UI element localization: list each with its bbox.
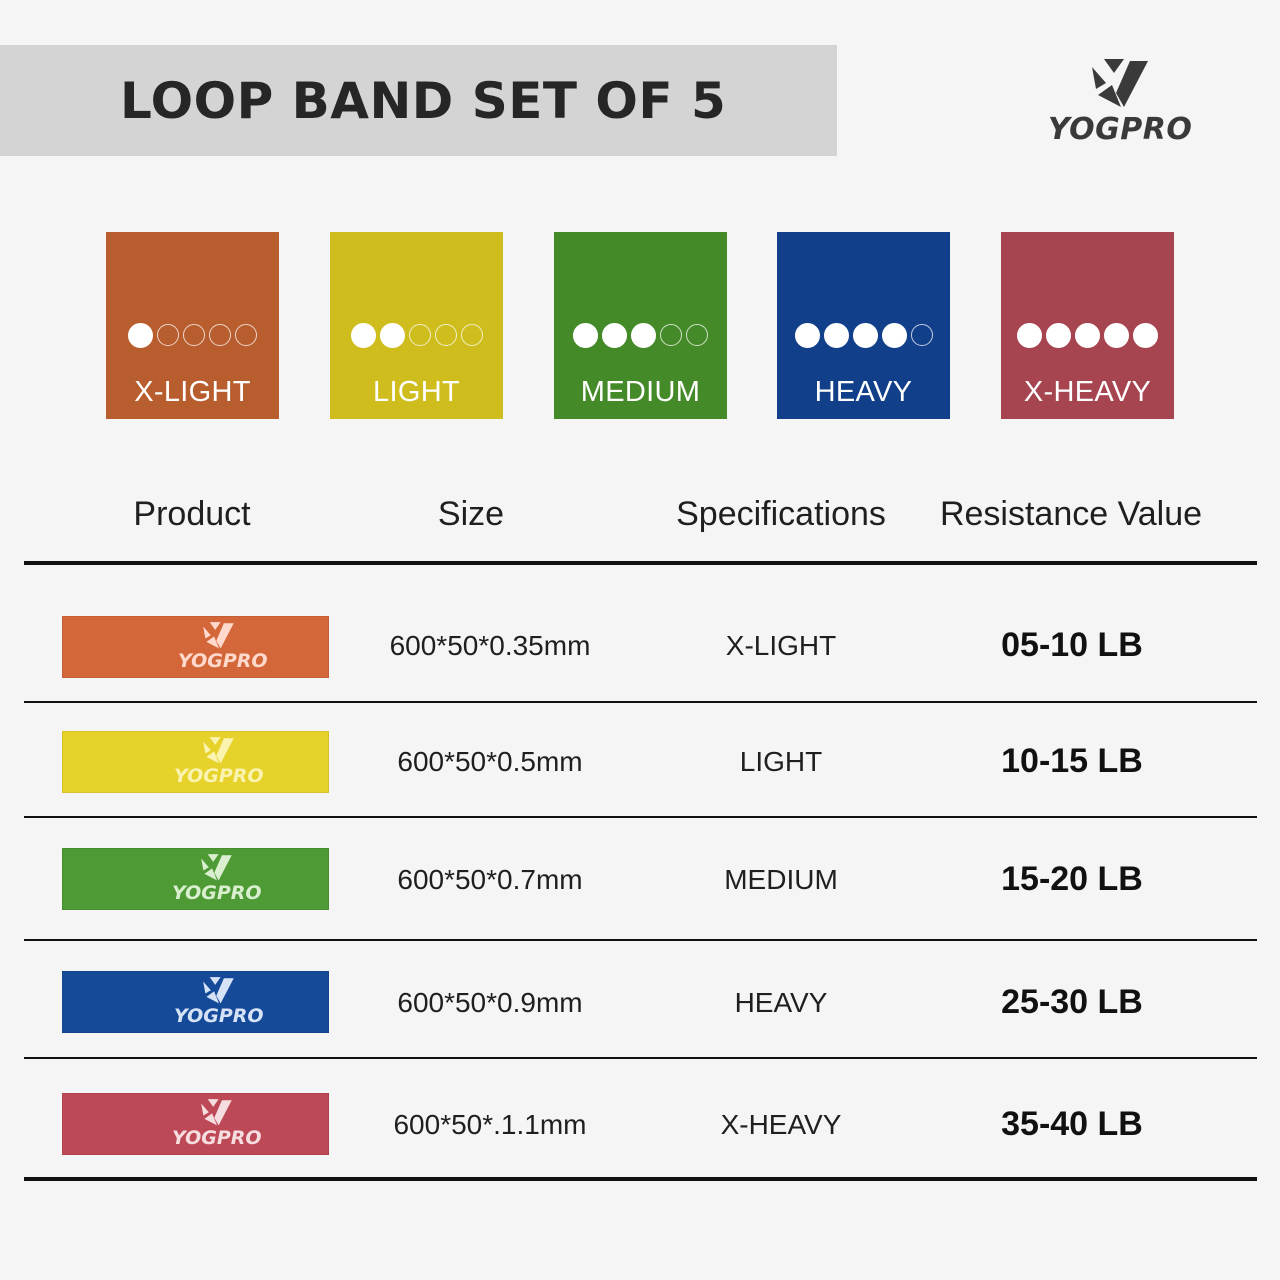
empty-dot-icon xyxy=(460,324,483,346)
swatch-x-heavy: X-HEAVY xyxy=(1001,232,1174,419)
empty-dot-icon xyxy=(910,324,933,346)
empty-dot-icon xyxy=(183,324,205,346)
brand-logo: YOGPRO xyxy=(1040,50,1210,150)
swatch-x-light: X-LIGHT xyxy=(106,232,279,419)
filled-dot-icon xyxy=(794,323,820,348)
filled-dot-icon xyxy=(573,323,598,348)
band-image: YOGPRO xyxy=(62,848,329,910)
swatch-medium: MEDIUM xyxy=(554,232,727,419)
empty-dot-icon xyxy=(209,324,231,346)
resistance-level-dots xyxy=(106,323,279,352)
column-header-product: Product xyxy=(133,495,251,533)
table-row: YOGPRO 600*50*0.35mm X-LIGHT 05-10 LB xyxy=(0,602,1280,692)
swatch-label: MEDIUM xyxy=(580,376,701,408)
title-banner xyxy=(0,45,837,156)
row-divider xyxy=(24,1057,1257,1059)
table-row: YOGPRO 600*50*0.5mm LIGHT 10-15 LB xyxy=(0,718,1280,808)
row-divider xyxy=(24,816,1257,818)
band-brand-text: YOGPRO xyxy=(174,765,264,787)
filled-dot-icon xyxy=(881,323,907,348)
band-image: YOGPRO xyxy=(62,616,329,678)
cell-specification: X-HEAVY xyxy=(720,1109,842,1140)
table-row: YOGPRO 600*50*.1.1mm X-HEAVY 35-40 LB xyxy=(0,1079,1280,1169)
cell-size: 600*50*0.35mm xyxy=(389,630,591,661)
column-header-size: Size xyxy=(437,495,505,533)
cell-specification: X-LIGHT xyxy=(725,630,837,661)
resistance-swatches: X-LIGHT LIGHT MEDIUM HEAVY X-HEAVY xyxy=(106,232,1176,420)
yogpro-logo-icon xyxy=(203,622,234,649)
cell-resistance: 05-10 LB xyxy=(1001,626,1143,664)
band-image: YOGPRO xyxy=(62,971,329,1033)
resistance-level-dots xyxy=(330,323,503,352)
yogpro-logo-icon xyxy=(1092,59,1148,107)
cell-size: 600*50*.1.1mm xyxy=(393,1109,587,1140)
filled-dot-icon xyxy=(1046,323,1071,348)
table-bottom-rule xyxy=(24,1177,1257,1181)
empty-dot-icon xyxy=(434,324,457,346)
band-brand-text: YOGPRO xyxy=(178,650,268,672)
empty-dot-icon xyxy=(660,324,682,346)
filled-dot-icon xyxy=(1075,323,1100,348)
cell-resistance: 10-15 LB xyxy=(1001,742,1143,780)
filled-dot-icon xyxy=(631,323,656,348)
table-row: YOGPRO 600*50*0.7mm MEDIUM 15-20 LB xyxy=(0,834,1280,924)
filled-dot-icon xyxy=(128,323,153,348)
header-divider xyxy=(24,561,1257,565)
band-brand-text: YOGPRO xyxy=(172,1127,262,1149)
empty-dot-icon xyxy=(686,324,708,346)
column-header-specifications: Specifications xyxy=(676,495,886,533)
table-header: Product Size Specifications Resistance V… xyxy=(0,495,1280,545)
resistance-level-dots xyxy=(554,323,727,352)
filled-dot-icon xyxy=(823,323,849,348)
filled-dot-icon xyxy=(350,323,376,348)
swatch-label: X-HEAVY xyxy=(1023,376,1152,408)
cell-resistance: 35-40 LB xyxy=(1001,1105,1143,1143)
cell-specification: HEAVY xyxy=(734,987,828,1018)
empty-dot-icon xyxy=(157,324,179,346)
swatch-light: LIGHT xyxy=(330,232,503,419)
cell-size: 600*50*0.7mm xyxy=(397,864,583,895)
resistance-level-dots xyxy=(777,323,950,352)
band-brand-text: YOGPRO xyxy=(172,882,262,904)
band-image: YOGPRO xyxy=(62,731,329,793)
filled-dot-icon xyxy=(852,323,878,348)
filled-dot-icon xyxy=(602,323,627,348)
swatch-label: X-LIGHT xyxy=(134,376,251,408)
band-brand-text: YOGPRO xyxy=(174,1005,264,1027)
cell-resistance: 15-20 LB xyxy=(1001,860,1143,898)
row-divider xyxy=(24,939,1257,941)
empty-dot-icon xyxy=(235,324,257,346)
filled-dot-icon xyxy=(1104,323,1129,348)
column-header-resistance: Resistance Value xyxy=(939,495,1203,533)
yogpro-logo-icon xyxy=(203,977,234,1004)
swatch-heavy: HEAVY xyxy=(777,232,950,419)
filled-dot-icon xyxy=(1017,323,1042,348)
row-divider xyxy=(24,701,1257,703)
band-image: YOGPRO xyxy=(62,1093,329,1155)
empty-dot-icon xyxy=(408,324,431,346)
cell-size: 600*50*0.5mm xyxy=(397,746,583,777)
cell-specification: LIGHT xyxy=(739,746,823,777)
table-row: YOGPRO 600*50*0.9mm HEAVY 25-30 LB xyxy=(0,957,1280,1047)
brand-name: YOGPRO xyxy=(1048,112,1193,147)
swatch-label: LIGHT xyxy=(373,376,460,408)
resistance-level-dots xyxy=(1001,323,1174,352)
cell-specification: MEDIUM xyxy=(724,864,838,895)
yogpro-logo-icon xyxy=(201,1099,232,1126)
swatch-label: HEAVY xyxy=(814,376,913,408)
filled-dot-icon xyxy=(1133,323,1158,348)
cell-resistance: 25-30 LB xyxy=(1001,983,1143,1021)
filled-dot-icon xyxy=(379,323,405,348)
yogpro-logo-icon xyxy=(203,737,234,764)
cell-size: 600*50*0.9mm xyxy=(397,987,583,1018)
yogpro-logo-icon xyxy=(201,854,232,881)
page-title: LOOP BAND SET OF 5 xyxy=(120,72,727,130)
